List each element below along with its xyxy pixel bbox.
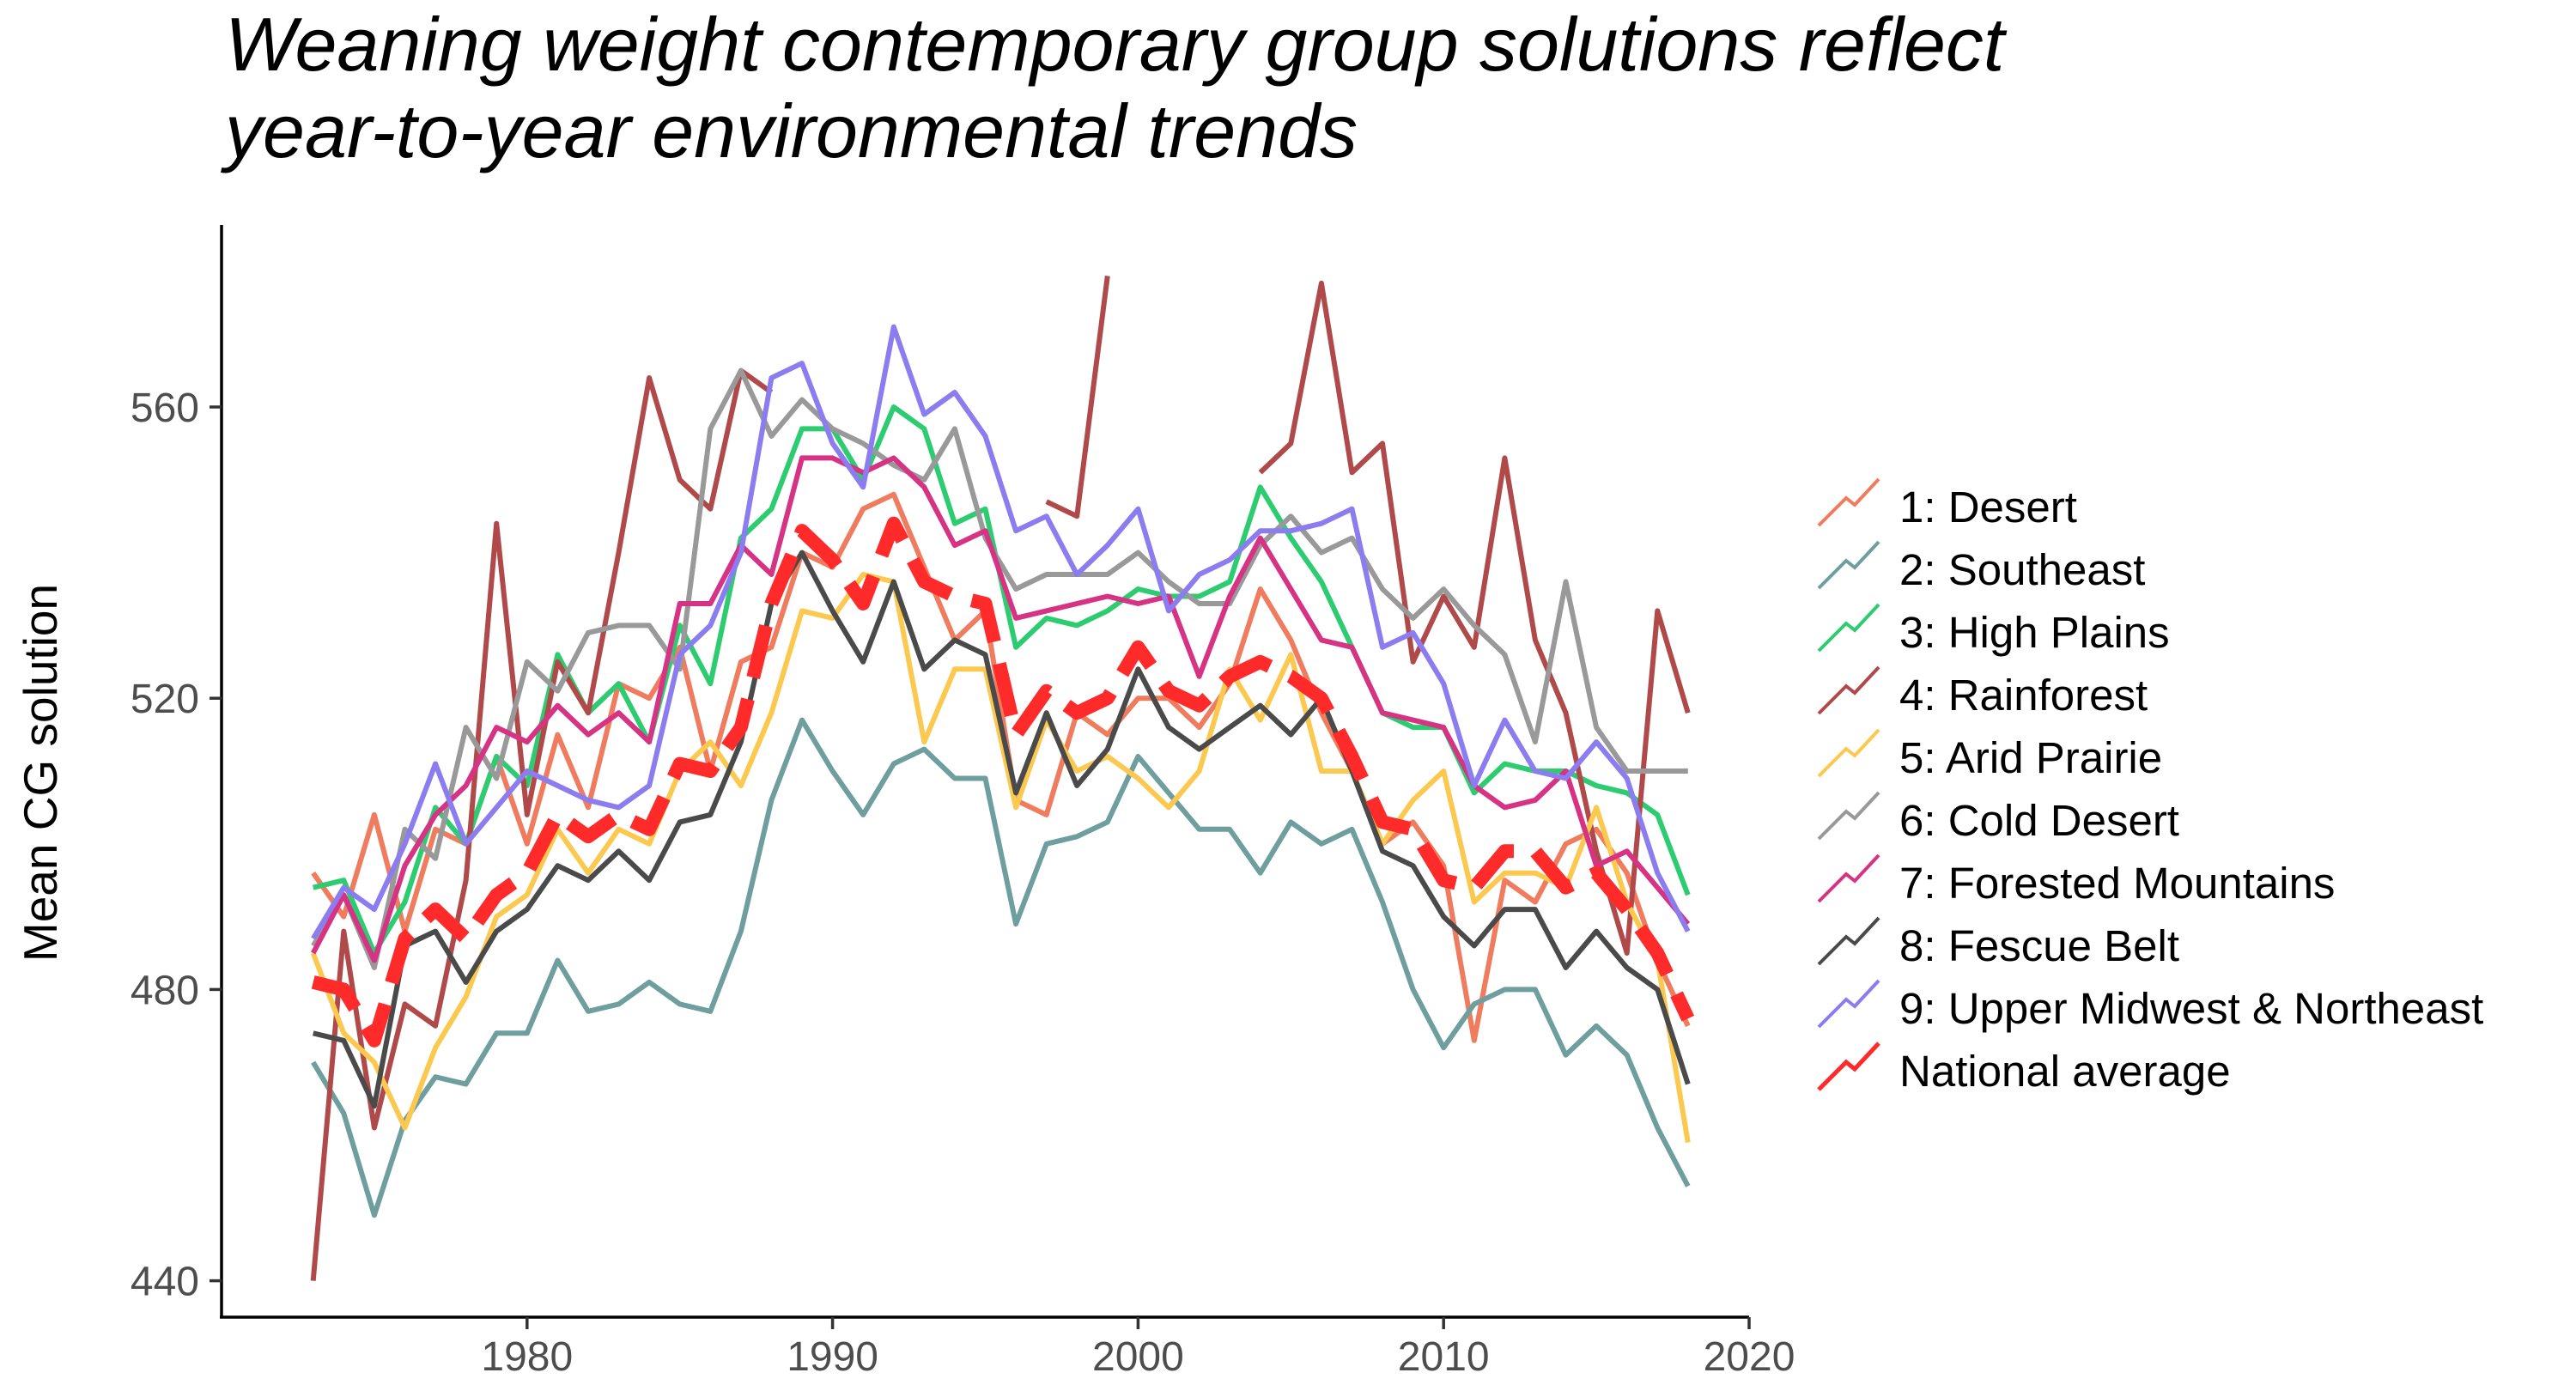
series-line-9-upper-midwest-northeast	[311, 324, 1691, 940]
legend-label-1-desert: 1: Desert	[1899, 483, 2077, 531]
x-tick-label: 2000	[1092, 1334, 1184, 1380]
legend-key-3-high-plains	[1817, 603, 1880, 653]
chart-title-line-2: year-to-year environmental trends	[221, 88, 1358, 173]
legend-label-2-southeast: 2: Southeast	[1899, 545, 2145, 594]
legend-label-9-upper-midwest-northeast: 9: Upper Midwest & Northeast	[1899, 984, 2483, 1033]
legend-label-4-rainforest: 4: Rainforest	[1899, 671, 2148, 720]
legend-label-7-forested-mountains: 7: Forested Mountains	[1899, 859, 2335, 908]
series-line-7-forested-mountains	[311, 455, 1691, 963]
legend-key-6-cold-desert	[1817, 791, 1880, 841]
y-axis-title: Mean CG solution	[14, 584, 67, 962]
legend-key-5-arid-prairie	[1817, 728, 1880, 778]
y-tick-label: 560	[131, 386, 199, 431]
series-line-2-southeast	[311, 717, 1691, 1218]
y-tick-label: 440	[131, 1260, 199, 1305]
chart-title-line-1: Weaning weight contemporary group soluti…	[225, 2, 2008, 87]
series-line-6-cold-desert	[311, 367, 1688, 970]
plot-lines	[310, 276, 1695, 1281]
x-tick-label: 1990	[787, 1334, 878, 1380]
y-tick-label: 520	[131, 677, 199, 722]
legend-key-7-forested-mountains	[1817, 853, 1880, 903]
x-tick-label: 1980	[481, 1334, 573, 1380]
legend-label-8-fescue-belt: 8: Fescue Belt	[1899, 921, 2179, 970]
legend-label-6-cold-desert: 6: Cold Desert	[1899, 796, 2179, 845]
series-line-5-arid-prairie	[310, 572, 1691, 1143]
legend: 1: Desert 2: Southeast 3: High Plains 4: Ra…	[1817, 477, 2483, 1096]
legend-key-2-southeast	[1817, 540, 1880, 590]
series-line-national-average	[311, 516, 1695, 1048]
legend-label-3-high-plains: 3: High Plains	[1899, 608, 2170, 657]
x-tick-label: 2020	[1704, 1334, 1795, 1380]
legend-key-national-average	[1817, 1042, 1880, 1091]
series-line-8-fescue-belt	[313, 550, 1691, 1109]
series-line-4-rainforest	[310, 276, 1691, 1281]
legend-key-9-upper-midwest-northeast	[1817, 979, 1880, 1029]
legend-label-5-arid-prairie: 5: Arid Prairie	[1899, 733, 2162, 782]
legend-key-8-fescue-belt	[1817, 916, 1880, 966]
x-tick-label: 2010	[1398, 1334, 1490, 1380]
x-axis-ticks: 1980 1990 2000 2010 2020	[481, 1317, 1795, 1380]
y-axis-ticks: 440 480 520 560	[131, 386, 222, 1305]
legend-key-4-rainforest	[1817, 665, 1880, 715]
series-line-1-desert	[311, 491, 1691, 1043]
legend-label-national-average: National average	[1899, 1047, 2231, 1096]
legend-key-1-desert	[1817, 477, 1880, 527]
y-tick-label: 480	[131, 968, 199, 1013]
